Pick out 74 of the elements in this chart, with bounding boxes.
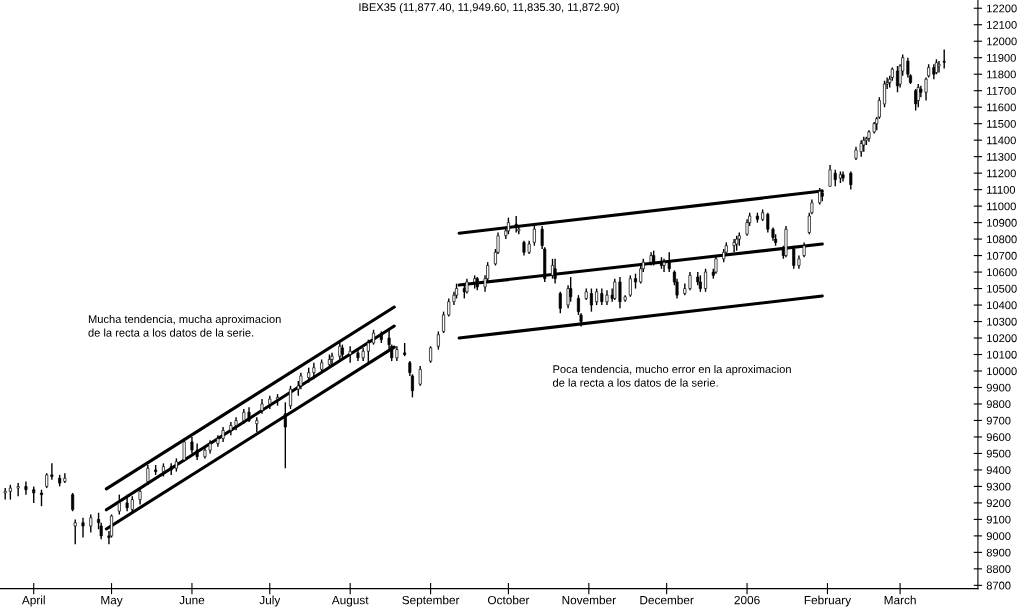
candlestick [146, 464, 150, 486]
y-tick-label: 11600 [987, 103, 1016, 112]
candlestick [283, 401, 287, 469]
x-tick-label: December [640, 595, 694, 605]
y-tick-label: 11900 [987, 53, 1016, 62]
x-tick-label: March [884, 595, 916, 605]
annotation: Poca tendencia, mucho error en la aproximacion de la recta a los datos de la serie. [552, 364, 791, 387]
x-tick-label: November [562, 595, 616, 605]
y-tick-label: 9000 [986, 532, 1011, 541]
x-tick-label: July [259, 595, 281, 607]
y-tick-label: 10700 [987, 251, 1017, 260]
candlestick [436, 330, 440, 351]
candlestick [16, 482, 20, 498]
y-tick-label: 9400 [986, 466, 1011, 475]
candlestick [558, 291, 562, 314]
y-tick-label: 9300 [986, 482, 1011, 491]
y-tick-label: 9900 [986, 383, 1011, 392]
candlestick [71, 492, 75, 512]
y-tick-label: 11100 [987, 185, 1016, 194]
y-tick-label: 10800 [987, 235, 1017, 244]
x-tick-label: May [101, 596, 123, 607]
candlestick [714, 254, 718, 275]
candlestick [348, 345, 352, 364]
y-tick-label: 12000 [987, 37, 1017, 46]
y-tick-label: 9800 [986, 400, 1011, 409]
candlestick [3, 487, 7, 501]
y-tick-label: 10300 [987, 317, 1017, 326]
candlestick [628, 274, 632, 298]
x-tick-label: August [331, 596, 369, 607]
y-tick-label: 8800 [986, 565, 1011, 573]
y-tick-label: 11000 [987, 202, 1016, 211]
x-tick-label: October [487, 595, 530, 605]
y-tick-label: 11700 [987, 86, 1016, 95]
y-tick-label: 10900 [987, 218, 1017, 227]
y-tick-label: 10600 [987, 268, 1017, 277]
candlestick [81, 517, 85, 539]
candlestick [442, 310, 446, 334]
y-tick-label: 9100 [986, 515, 1011, 524]
candlestick [589, 287, 593, 313]
y-tick-label: 10400 [987, 301, 1017, 310]
candlestick [418, 365, 422, 387]
y-tick-label: 9500 [986, 449, 1011, 458]
y-tick-label: 8900 [986, 548, 1011, 557]
candlestick [24, 480, 28, 496]
y-tick-label: 9600 [986, 433, 1011, 442]
candlestick [942, 48, 946, 70]
candlestick [182, 437, 186, 463]
candlestick [289, 385, 293, 410]
y-tick-label: 12200 [987, 4, 1017, 13]
y-tick-label: 11400 [987, 136, 1016, 145]
candlestick [849, 170, 853, 191]
y-tick-label: 10200 [987, 334, 1017, 343]
y-tick-label: 10500 [987, 284, 1017, 293]
x-tick-label: June [179, 596, 205, 605]
y-tick-label: 11500 [987, 119, 1016, 128]
y-tick-label: 10000 [987, 367, 1017, 376]
y-tick-label: 9200 [986, 499, 1011, 508]
y-tick-label: 12100 [987, 21, 1017, 29]
candlestick [704, 268, 708, 293]
x-tick-label: April [21, 595, 45, 607]
candlestick [73, 518, 77, 545]
candlestick [89, 513, 93, 534]
y-tick-label: 9700 [986, 416, 1011, 425]
y-tick-label: 10100 [987, 350, 1017, 359]
y-tick-label: 11300 [987, 152, 1016, 161]
y-tick-label: 11200 [987, 169, 1016, 178]
chart-title: IBEX35 (11,877.40, 11,949.60, 11,835.30, 11,872.90) [359, 2, 619, 14]
y-tick-label: 8700 [986, 581, 1011, 590]
x-tick-label: February [804, 595, 852, 607]
x-tick-label: September [402, 595, 460, 607]
y-tick-label: 11800 [987, 70, 1016, 79]
x-tick-label: 2006 [734, 595, 760, 605]
annotation: Mucha tendencia, mucha aproximacion de la recta a los datos de la serie. [88, 314, 281, 337]
candlestick [39, 489, 44, 507]
